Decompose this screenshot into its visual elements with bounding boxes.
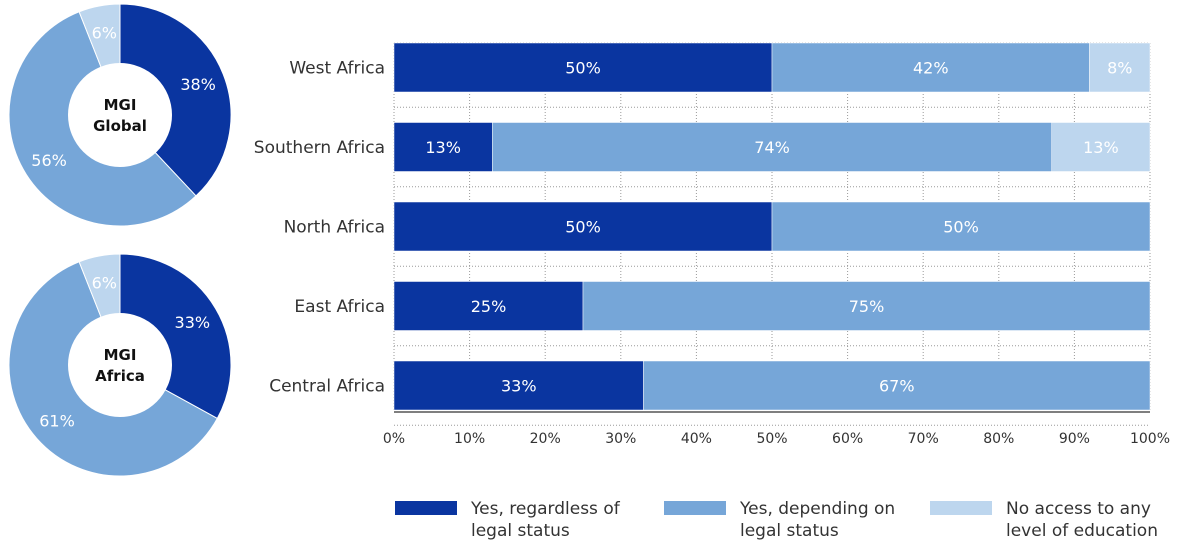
x-tick-label: 10% xyxy=(454,431,485,447)
x-tick-label: 60% xyxy=(832,431,863,447)
donut-1-hole xyxy=(68,63,172,167)
bar-no_access xyxy=(1089,42,1151,93)
legend-item-yes-depending: Yes, depending on legal status xyxy=(664,498,930,542)
legend-item-no-access: No access to any level of education xyxy=(930,498,1177,542)
legend-swatch-yes-depending xyxy=(664,501,726,515)
x-tick-label: 30% xyxy=(605,431,636,447)
donut-1-label-yes_depending: 56% xyxy=(31,151,67,170)
donut-2-label-yes_depending: 61% xyxy=(39,412,75,431)
bar-label-yes_regardless: 50% xyxy=(565,59,601,78)
x-tick-label: 80% xyxy=(983,431,1014,447)
category-label: Southern Africa xyxy=(254,138,385,158)
x-tick-label: 70% xyxy=(908,431,939,447)
bar-label-yes_regardless: 25% xyxy=(471,297,507,316)
bar-label-yes_depending: 42% xyxy=(913,59,949,78)
donut-2-hole xyxy=(68,313,172,417)
legend-swatch-no-access xyxy=(930,501,992,515)
donut-2-label-no_access: 6% xyxy=(92,273,117,292)
x-tick-label: 100% xyxy=(1130,431,1170,447)
bar-label-no_access: 8% xyxy=(1107,59,1132,78)
bar-yes_regardless xyxy=(393,360,644,411)
bar-yes_depending xyxy=(771,42,1090,93)
bar-label-yes_regardless: 13% xyxy=(425,138,461,157)
bar-yes_regardless xyxy=(393,201,773,252)
bar-yes_regardless xyxy=(393,281,584,331)
legend-label-no-access: No access to any level of education xyxy=(1006,499,1158,541)
bar-yes_depending xyxy=(582,281,1151,331)
x-tick-label: 20% xyxy=(530,431,561,447)
bar-yes_regardless xyxy=(393,42,773,93)
x-tick-label: 40% xyxy=(681,431,712,447)
legend-label-yes-regardless: Yes, regardless of legal status xyxy=(471,499,620,541)
donut-2-label-yes_regardless: 33% xyxy=(175,313,211,332)
bar-label-yes_depending: 74% xyxy=(754,138,790,157)
category-label: Central Africa xyxy=(269,377,385,397)
x-tick-label: 90% xyxy=(1059,431,1090,447)
bar-yes_regardless xyxy=(393,122,493,172)
legend-item-yes-regardless: Yes, regardless of legal status xyxy=(395,498,661,542)
bar-label-yes_regardless: 50% xyxy=(565,218,601,237)
x-tick-label: 50% xyxy=(756,431,787,447)
donut-1-slice-yes_regardless xyxy=(119,3,232,197)
bar-label-yes_depending: 50% xyxy=(943,218,979,237)
category-label: West Africa xyxy=(289,59,385,79)
bar-no_access xyxy=(1051,122,1151,172)
donut-2-center-label: MGI xyxy=(104,346,137,364)
donut-1-label-yes_regardless: 38% xyxy=(180,75,216,94)
bar-yes_depending xyxy=(771,201,1151,252)
bar-yes_depending xyxy=(492,122,1052,172)
donut-1-center-label: Global xyxy=(93,117,147,135)
bar-label-yes_depending: 67% xyxy=(879,377,915,396)
donut-2-center-label: Africa xyxy=(95,367,145,385)
category-label: North Africa xyxy=(284,218,385,238)
bar-label-yes_regardless: 33% xyxy=(501,377,537,396)
donut-1-label-no_access: 6% xyxy=(92,23,117,42)
bar-label-yes_depending: 75% xyxy=(849,297,885,316)
donut-1-center-label: MGI xyxy=(104,96,137,114)
x-tick-label: 0% xyxy=(383,431,405,447)
legend-swatch-yes-regardless xyxy=(395,501,457,515)
legend-label-yes-depending: Yes, depending on legal status xyxy=(740,499,896,541)
bar-label-no_access: 13% xyxy=(1083,138,1119,157)
bar-yes_depending xyxy=(643,360,1151,411)
category-label: East Africa xyxy=(294,297,385,317)
